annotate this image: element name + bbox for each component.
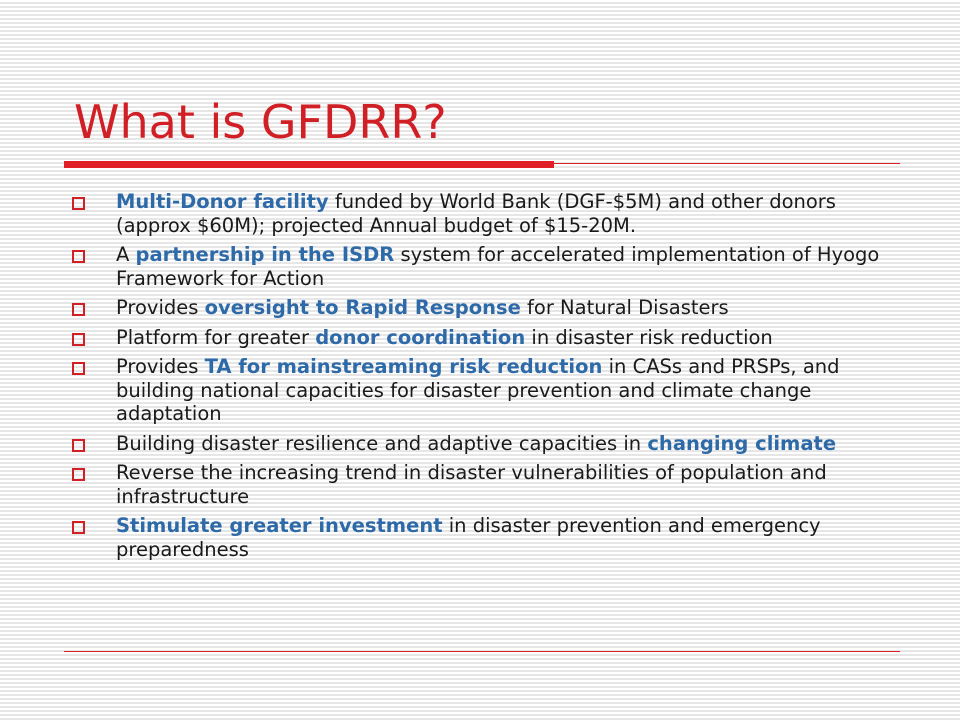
bullet-item: Platform for greater donor coordination …	[68, 326, 884, 350]
bullet-list: Multi-Donor facility funded by World Ban…	[68, 190, 884, 567]
bullet-text: in disaster risk reduction	[525, 325, 773, 349]
bullet-text: Provides	[116, 355, 205, 378]
bullet-item: A partnership in the ISDR system for acc…	[68, 243, 884, 290]
hollow-square-bullet-icon	[72, 303, 85, 316]
bullet-item: Building disaster resilience and adaptiv…	[68, 432, 884, 456]
hollow-square-bullet-icon	[72, 197, 85, 210]
bullet-highlight-text: TA for mainstreaming risk reduction	[204, 355, 603, 378]
bullet-item: Provides oversight to Rapid Response for…	[68, 296, 884, 320]
bullet-highlight-text: donor coordination	[315, 325, 526, 349]
bullet-text: system for accelerated implementation of…	[116, 243, 880, 290]
bullet-item: Provides TA for mainstreaming risk reduc…	[68, 355, 884, 426]
bullet-text: in CASs and PRSPs, and building national…	[116, 355, 840, 425]
title-underline-thick	[64, 161, 554, 168]
hollow-square-bullet-icon	[72, 438, 85, 452]
bullet-text: Building disaster resilience and adaptiv…	[116, 431, 648, 455]
bullet-text: Provides	[116, 296, 205, 319]
bullet-highlight-text: changing climate	[647, 431, 837, 455]
title-underline-thin	[554, 163, 900, 164]
bullet-item: Stimulate greater investment in disaster…	[68, 514, 884, 561]
bullet-highlight-text: Multi-Donor facility	[116, 190, 329, 213]
hollow-square-bullet-icon	[72, 250, 85, 263]
bullet-highlight-text: oversight to Rapid Response	[204, 296, 521, 319]
bullet-highlight-text: Stimulate greater investment	[116, 514, 443, 537]
bullet-text: in disaster prevention and emergency pre…	[116, 514, 821, 561]
bullet-text: A	[116, 243, 136, 266]
hollow-square-bullet-icon	[72, 521, 85, 534]
footer-divider	[64, 651, 900, 652]
hollow-square-bullet-icon	[72, 362, 85, 375]
bullet-item: Multi-Donor facility funded by World Ban…	[68, 190, 884, 237]
bullet-text: Reverse the increasing trend in disaster…	[116, 461, 827, 508]
slide-title: What is GFDRR?	[74, 95, 447, 149]
bullet-highlight-text: partnership in the ISDR	[135, 243, 395, 266]
hollow-square-bullet-icon	[72, 332, 85, 346]
bullet-item: Reverse the increasing trend in disaster…	[68, 461, 884, 508]
bullet-text: funded by World Bank (DGF-$5M) and other…	[116, 190, 836, 237]
hollow-square-bullet-icon	[72, 468, 85, 481]
bullet-text: Platform for greater	[116, 325, 316, 349]
bullet-text: for Natural Disasters	[520, 296, 729, 319]
